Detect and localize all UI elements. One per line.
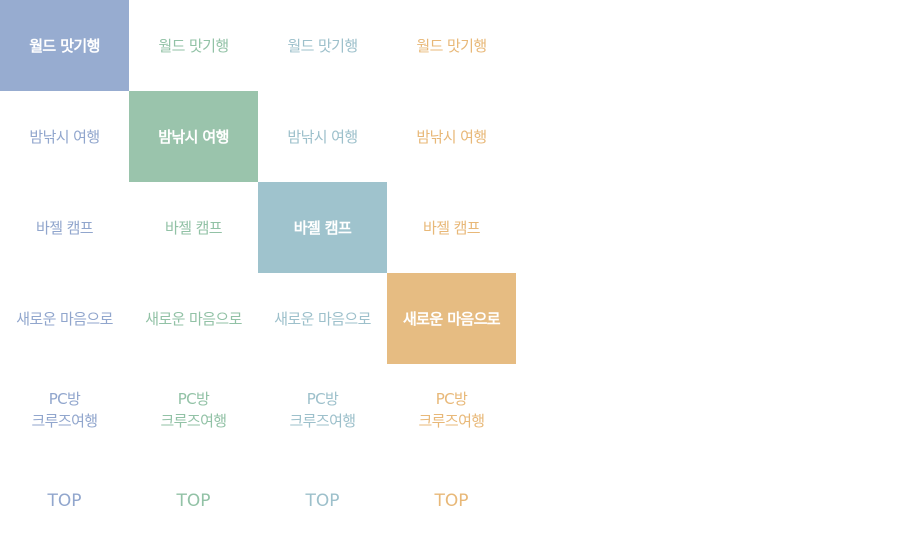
menu-item-pc-cruise[interactable]: PC방 크루즈여행 [0,364,129,455]
menu-item-world-food-trip[interactable]: 월드 맛기행 [158,36,229,55]
menu-item-pc-cruise-line2: 크루즈여행 [418,411,485,430]
top-link[interactable]: TOP [176,490,211,511]
menu-column-blue: 월드 맛기행 밤낚시 여행 바젤 캠프 새로운 마음으로 PC방 크루즈여행 T… [0,0,129,546]
menu-item-basel-camp[interactable]: 바젤 캠프 [258,182,387,273]
menu-item-new-mind[interactable]: 새로운 마음으로 [16,309,113,328]
menu-item-pc-cruise-line1: PC방 [177,389,210,408]
menu-item-pc-cruise-line2: 크루즈여행 [31,411,98,430]
menu-column-teal: 월드 맛기행 밤낚시 여행 바젤 캠프 새로운 마음으로 PC방 크루즈여행 T… [258,0,387,546]
top-link[interactable]: TOP [434,490,469,511]
menu-item-world-food-trip[interactable]: 월드 맛기행 [287,36,358,55]
menu-column-orange: 월드 맛기행 밤낚시 여행 바젤 캠프 새로운 마음으로 PC방 크루즈여행 T… [387,0,516,546]
menu-item-night-fishing-trip[interactable]: 밤낚시 여행 [129,91,258,182]
menu-item-pc-cruise[interactable]: PC방 크루즈여행 [387,364,516,455]
menu-item-new-mind[interactable]: 새로운 마음으로 [274,309,371,328]
menu-item-pc-cruise-line1: PC방 [435,389,468,408]
menu-item-new-mind[interactable]: 새로운 마음으로 [387,273,516,364]
menu-item-pc-cruise-line1: PC방 [48,389,81,408]
menu-item-new-mind[interactable]: 새로운 마음으로 [145,309,242,328]
menu-item-night-fishing-trip[interactable]: 밤낚시 여행 [287,127,358,146]
menu-item-world-food-trip[interactable]: 월드 맛기행 [0,0,129,91]
menu-item-pc-cruise-line1: PC방 [306,389,339,408]
menu-item-pc-cruise[interactable]: PC방 크루즈여행 [258,364,387,455]
menu-item-night-fishing-trip[interactable]: 밤낚시 여행 [416,127,487,146]
top-link[interactable]: TOP [47,490,82,511]
menu-item-basel-camp[interactable]: 바젤 캠프 [423,218,481,237]
menu-item-world-food-trip[interactable]: 월드 맛기행 [416,36,487,55]
menu-item-pc-cruise-line2: 크루즈여행 [289,411,356,430]
menu-item-pc-cruise[interactable]: PC방 크루즈여행 [129,364,258,455]
menu-item-pc-cruise-line2: 크루즈여행 [160,411,227,430]
top-link[interactable]: TOP [305,490,340,511]
menu-item-basel-camp[interactable]: 바젤 캠프 [36,218,94,237]
menu-item-night-fishing-trip[interactable]: 밤낚시 여행 [29,127,100,146]
menu-column-green: 월드 맛기행 밤낚시 여행 바젤 캠프 새로운 마음으로 PC방 크루즈여행 T… [129,0,258,546]
menu-item-basel-camp[interactable]: 바젤 캠프 [165,218,223,237]
